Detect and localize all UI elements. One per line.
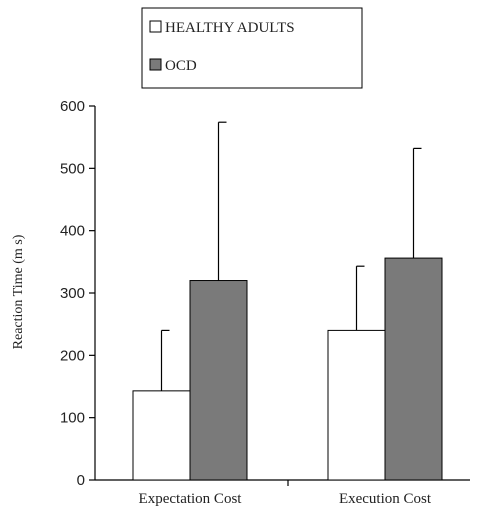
y-axis: 0 100 200 300 400 500 600 [60,98,96,489]
legend: HEALTHY ADULTS OCD [141,7,363,89]
y-tick-label: 400 [60,223,85,240]
y-tick-label: 600 [60,98,85,115]
legend-label: OCD [165,58,197,74]
bar-ocd [189,280,248,481]
y-axis-label: Reaction Time (m s) [11,234,26,349]
x-tick-label: Execution Cost [339,491,432,507]
error-bars [160,121,422,391]
x-axis: Expectation Cost Execution Cost [95,479,470,507]
y-tick-label: 100 [60,410,85,427]
x-tick-label: Expectation Cost [139,491,243,507]
legend-label: HEALTHY ADULTS [165,20,295,36]
legend-swatch-healthy-adults [149,20,162,33]
legend-swatch-ocd [149,58,162,71]
y-tick-label: 200 [60,347,85,364]
y-tick-label: 500 [60,160,85,177]
legend-box [141,7,363,89]
bars [132,257,443,481]
bar-ocd [384,257,443,481]
bar-healthy-adults [132,390,191,481]
y-tick-label: 300 [60,285,85,302]
bar-healthy-adults [327,329,386,481]
y-tick-label: 0 [77,472,85,489]
